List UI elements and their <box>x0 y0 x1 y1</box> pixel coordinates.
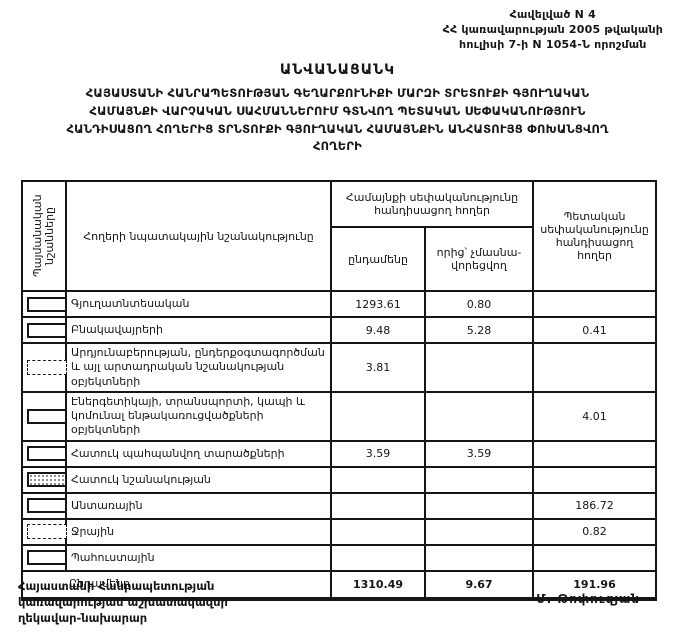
header-community-group: Համայնքի սեփականությունը հանդիսացող հողե… <box>329 180 535 228</box>
legend-cell <box>21 491 67 520</box>
row-total <box>330 390 426 442</box>
row-not-privatized <box>423 390 535 442</box>
row-label: Ջրային <box>65 517 332 546</box>
title-block: ԱՆՎԱՆԱՑԱՆԿ ՀԱՅԱՍՏԱՆԻ ՀԱՆՐԱՊԵՏՈՒԹՅԱՆ ԳԵՂԱ… <box>0 62 675 156</box>
table-header-row-2: ընդամենը որից՝ չմասնա- վորեցվող <box>22 226 656 292</box>
footer-line-2: կառավարության աշխատակազմի <box>18 595 228 610</box>
row-not-privatized: 3.59 <box>423 439 535 468</box>
legend-swatch-icon <box>27 550 67 566</box>
row-total <box>330 517 426 546</box>
row-not-privatized <box>423 465 535 494</box>
row-not-privatized <box>423 342 535 393</box>
document-heading: ԱՆՎԱՆԱՑԱՆԿ <box>279 62 396 78</box>
row-label: Պահուստային <box>65 543 332 572</box>
legend-cell <box>21 342 67 393</box>
row-total: 1293.61 <box>330 290 426 318</box>
legend-cell <box>21 543 67 572</box>
signature-name: Մ. Թոփուզյան <box>536 592 640 606</box>
legend-cell <box>21 517 67 546</box>
row-total <box>330 491 426 520</box>
footer-line-3: ղեկավար-նախարար <box>18 611 148 626</box>
annex-line-2: ՀՀ կառավարության 2005 թվականի <box>442 22 663 36</box>
row-not-privatized <box>423 543 535 572</box>
row-state <box>532 290 658 318</box>
footer-office-block: Հայաստանի Հանրապետության կառավարության ա… <box>18 578 228 626</box>
legend-swatch-icon <box>27 472 67 488</box>
annex-line-1: Հավելված N 4 <box>509 8 596 21</box>
row-not-privatized: 0.80 <box>423 290 535 318</box>
total-state: 191.96 <box>532 569 658 600</box>
legend-swatch-icon <box>27 408 67 424</box>
legend-swatch-icon <box>27 524 67 540</box>
legend-swatch-icon <box>27 446 67 462</box>
row-not-privatized <box>423 491 535 520</box>
row-total: 3.81 <box>330 342 426 393</box>
legend-swatch-icon <box>27 296 67 312</box>
total-not-privatized: 9.67 <box>423 569 535 600</box>
header-total: ընդամենը <box>330 226 426 292</box>
legend-cell <box>21 316 67 344</box>
row-state: 186.72 <box>532 491 658 520</box>
row-state <box>532 543 658 572</box>
title-line-1: ՀԱՅԱՍՏԱՆԻ ՀԱՆՐԱՊԵՏՈՒԹՅԱՆ ԳԵՂԱՐՔՈՒՆԻՔԻ ՄԱ… <box>85 86 590 100</box>
row-label: Արդյունաբերության, ընդերքօգտագործման և ա… <box>65 342 332 393</box>
legend-cell <box>21 290 67 318</box>
total-label: Ընդամենը <box>21 569 332 600</box>
row-state <box>532 465 658 494</box>
annex-line-3: հուլիսի 7-ի N 1054-Ն որոշման <box>459 37 647 51</box>
row-total <box>330 465 426 494</box>
footer-line-1: Հայաստանի Հանրապետության <box>18 579 215 593</box>
legend-swatch-icon <box>27 359 67 375</box>
header-state: Պետական սեփականությունը հանդիսացող հողեր <box>532 180 658 292</box>
table-row: Ջրային 0.82 <box>21 517 658 546</box>
row-not-privatized: 5.28 <box>423 316 535 344</box>
header-purpose: Հողերի նպատակային նշանակությունը <box>65 180 332 292</box>
legend-cell <box>21 390 67 442</box>
table-row: Հատուկ նշանակության <box>21 465 658 494</box>
row-total: 3.59 <box>330 439 426 468</box>
row-state <box>532 439 658 468</box>
title-line-2: ՀԱՄԱՅՆՔԻ ՎԱՐՉԱԿԱՆ ՍԱՀՄԱՆՆԵՐՈՒՄ ԳՏՆՎՈՂ ՊԵ… <box>89 103 586 118</box>
total-total: 1310.49 <box>330 569 426 600</box>
land-table: Պայմանական նշանները Հողերի նպատակային նշ… <box>21 180 658 601</box>
legend-swatch-icon <box>27 498 67 514</box>
table-total-row: Ընդամենը 1310.49 9.67 191.96 <box>21 569 658 600</box>
title-line-3: ՀԱՆԴԻՍԱՑՈՂ ՀՈՂԵՐԻՑ ՏՐՆՏՈՒՔԻ ԳՅՈՒՂԱԿԱՆ ՀԱ… <box>66 121 609 136</box>
table-row: Անտառային 186.72 <box>21 491 658 520</box>
row-state <box>532 342 658 393</box>
row-label: Գյուղատնտեսական <box>65 290 332 318</box>
table-row: Պահուստային <box>21 543 658 572</box>
row-label: Հատուկ պահպանվող տարածքների <box>65 439 332 468</box>
row-state: 4.01 <box>532 390 658 442</box>
annex-reference: Հավելված N 4 ՀՀ կառավարության 2005 թվակա… <box>443 8 663 53</box>
row-label: Էներգետիկայի, տրանսպորտի, կապի և կոմունա… <box>65 390 332 442</box>
row-label: Անտառային <box>65 491 332 520</box>
row-total <box>330 543 426 572</box>
title-line-4: ՀՈՂԵՐԻ <box>312 139 362 154</box>
legend-swatch-icon <box>27 322 67 338</box>
row-label: Բնակավայրերի <box>65 316 332 344</box>
table-row: Բնակավայրերի 9.48 5.28 0.41 <box>21 316 658 344</box>
header-symbols: Պայմանական նշանները <box>21 180 67 292</box>
table-header-row-1: Պայմանական նշանները Հողերի նպատակային նշ… <box>21 180 658 292</box>
table-row: Գյուղատնտեսական 1293.61 0.80 <box>21 290 658 318</box>
row-label: Հատուկ նշանակության <box>65 465 332 494</box>
row-total: 9.48 <box>330 316 426 344</box>
table-row: Արդյունաբերության, ընդերքօգտագործման և ա… <box>21 342 658 393</box>
header-not-privatized: որից՝ չմասնա- վորեցվող <box>423 226 535 292</box>
row-state: 0.82 <box>532 517 658 546</box>
table-row: Հատուկ պահպանվող տարածքների 3.59 3.59 <box>21 439 658 468</box>
header-symbols-label: Պայմանական նշանները <box>30 194 56 278</box>
row-not-privatized <box>423 517 535 546</box>
legend-cell <box>21 465 67 494</box>
table-row: Էներգետիկայի, տրանսպորտի, կապի և կոմունա… <box>21 390 658 442</box>
footer: Հայաստանի Հանրապետության կառավարության ա… <box>18 578 658 626</box>
legend-cell <box>21 439 67 468</box>
row-state: 0.41 <box>532 316 658 344</box>
